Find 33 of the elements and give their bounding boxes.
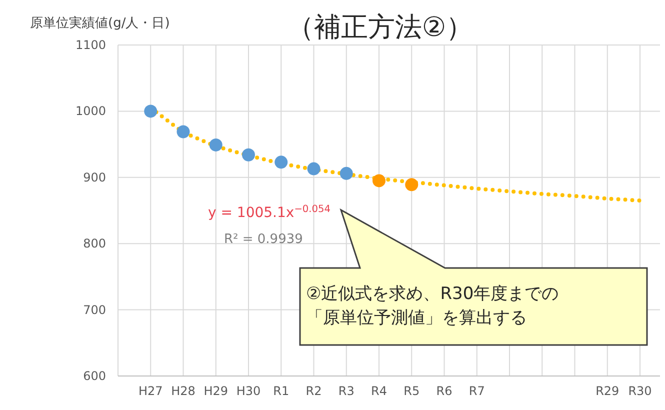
point	[242, 148, 255, 162]
x-tick-label: R5	[404, 384, 420, 398]
x-tick-label: H28	[171, 384, 196, 398]
point	[307, 162, 320, 176]
y-tick-label: 800	[83, 236, 106, 251]
chart-title: （補正方法②）	[286, 12, 474, 43]
x-tick-label: R6	[436, 384, 452, 398]
x-tick-label: H30	[236, 384, 261, 398]
y-tick-label: 600	[83, 369, 106, 383]
x-tick-label: R29	[596, 384, 620, 398]
x-tick-label: H29	[204, 384, 228, 398]
point	[340, 166, 353, 180]
point	[209, 138, 222, 152]
x-tick-label: R2	[306, 384, 322, 398]
point	[372, 174, 386, 188]
annotation: R² = 0.9939	[224, 232, 303, 247]
x-tick-label: H27	[138, 384, 163, 398]
y-tick-label: 1100	[75, 38, 106, 52]
y-axis-title: 原単位実績値(g/人・日)	[30, 15, 170, 31]
y-tick-label: 700	[83, 302, 106, 317]
x-tick-label: R1	[273, 384, 290, 398]
y-tick-label: 900	[83, 170, 106, 184]
annotation: y = 1005.1x$^{−0.054}$	[208, 204, 330, 221]
point	[176, 125, 190, 138]
annotation: ②近似式を求め、R30年度までの「原単位予測値」を算出する	[306, 283, 560, 330]
point	[144, 104, 158, 118]
x-tick-label: R30	[628, 384, 652, 398]
x-tick-label: R7	[468, 384, 485, 398]
point	[274, 156, 288, 169]
x-tick-label: R3	[338, 384, 354, 398]
y-tick-label: 1000	[75, 104, 106, 118]
point	[405, 178, 418, 192]
x-tick-label: R4	[371, 384, 387, 398]
